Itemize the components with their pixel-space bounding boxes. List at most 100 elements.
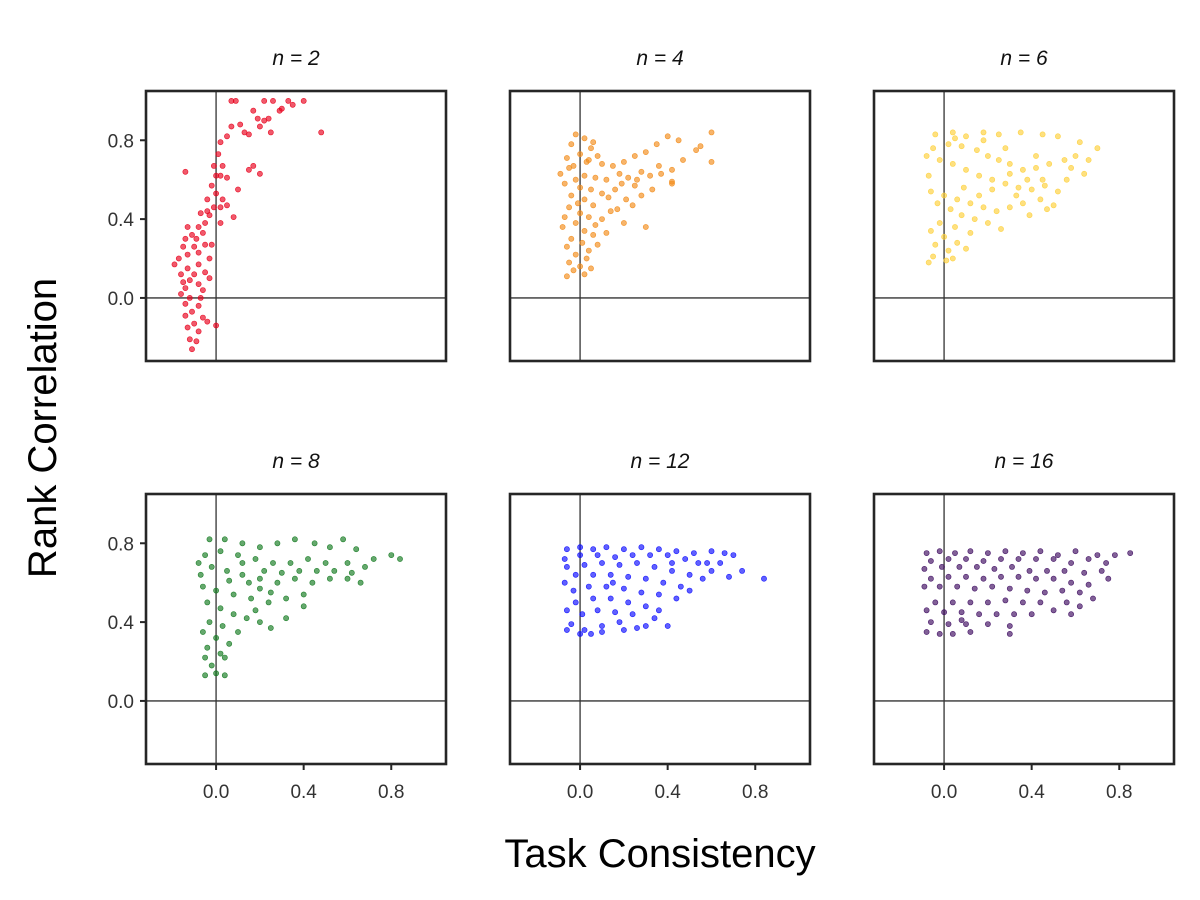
scatter-point [1068, 579, 1074, 586]
scatter-point [570, 267, 577, 274]
scatter-point [230, 591, 237, 598]
scatter-point [348, 569, 355, 576]
scatter-point [653, 141, 660, 148]
scatter-point [1024, 587, 1031, 594]
scatter-point [677, 583, 684, 590]
scatter-point [1006, 630, 1013, 637]
scatter-point [235, 186, 241, 193]
scatter-point [202, 672, 208, 679]
scatter-point [669, 568, 675, 574]
scatter-point [270, 97, 276, 104]
scatter-point [572, 571, 579, 578]
scatter-point [397, 556, 403, 562]
scatter-point [581, 227, 588, 234]
scatter-point [246, 579, 252, 586]
scatter-point [583, 255, 590, 262]
scatter-point [217, 650, 224, 657]
scatter-point [1019, 166, 1026, 173]
scatter-point [967, 548, 974, 555]
scatter-points [923, 129, 1101, 266]
scatter-point [956, 564, 963, 570]
scatter-point [257, 123, 263, 130]
scatter-point [925, 172, 932, 179]
scatter-point [577, 151, 583, 157]
scatter-point [246, 166, 252, 173]
scatter-point [252, 556, 259, 562]
scatter-point [634, 625, 640, 631]
scatter-point [564, 627, 570, 633]
scatter-point [254, 115, 261, 122]
scatter-point [564, 243, 570, 250]
scatter-point [585, 157, 592, 163]
scatter-point [370, 556, 377, 562]
scatter-point [564, 564, 570, 570]
panel-title: n = 2 [272, 47, 320, 70]
scatter-point [184, 251, 191, 258]
scatter-point [1019, 550, 1026, 556]
scatter-point [581, 271, 588, 278]
scatter-point [952, 135, 958, 142]
scatter-point [638, 168, 645, 175]
scatter-point [623, 196, 629, 203]
panel-6: n = 16 0.0 0.4 0.8 [872, 450, 1176, 803]
scatter-point [974, 147, 980, 153]
scatter-point [949, 630, 956, 637]
scatter-point [660, 579, 667, 586]
scatter-point [726, 573, 732, 580]
scatter-point [197, 210, 204, 217]
scatter-point [585, 583, 592, 590]
scatter-point [257, 544, 263, 551]
scatter-point [599, 161, 605, 167]
scatter-point [980, 129, 987, 136]
scatter-point [257, 619, 263, 626]
scatter-point [189, 346, 195, 353]
scatter-point [708, 548, 715, 555]
scatter-point [579, 611, 586, 618]
scatter-point [357, 579, 364, 586]
scatter-point [625, 573, 632, 580]
scatter-point [577, 630, 583, 637]
panel-frame [508, 89, 812, 363]
scatter-point [1090, 595, 1096, 602]
scatter-point [928, 227, 934, 234]
scatter-point [1081, 569, 1088, 576]
scatter-point [211, 163, 217, 169]
scatter-point [1006, 161, 1013, 167]
y-tick-label: 0.8 [108, 131, 134, 152]
scatter-point [1127, 550, 1134, 556]
scatter-point [590, 595, 597, 602]
scatter-point [963, 245, 969, 252]
x-tick-label: 0.8 [742, 782, 768, 803]
scatter-point [655, 163, 662, 169]
scatter-point [936, 630, 943, 637]
scatter-point [228, 123, 235, 130]
scatter-points [921, 548, 1134, 637]
scatter-point [642, 575, 649, 582]
scatter-point [614, 206, 621, 213]
scatter-point [590, 139, 597, 146]
scatter-point [967, 229, 974, 236]
scatter-point [958, 617, 965, 623]
scatter-point [219, 163, 226, 169]
scatter-point [638, 192, 645, 199]
scatter-point [949, 255, 956, 262]
scatter-point [257, 575, 263, 582]
x-tick-label: 0.4 [1018, 782, 1045, 803]
scatter-point [267, 129, 274, 136]
scatter-point [235, 629, 241, 635]
scatter-point [1103, 560, 1109, 566]
scatter-points [171, 97, 325, 353]
scatter-point [954, 196, 961, 203]
scatter-point [669, 166, 675, 173]
scatter-point [561, 214, 568, 220]
scatter-point [213, 322, 219, 329]
scatter-point [575, 200, 581, 207]
scatter-point [265, 115, 272, 122]
scatter-point [1026, 568, 1033, 574]
scatter-point [1019, 599, 1026, 606]
scatter-point [998, 573, 1004, 580]
scatter-point [193, 338, 200, 345]
scatter-point [963, 133, 969, 140]
scatter-point [925, 259, 932, 266]
scatter-point [599, 190, 605, 197]
